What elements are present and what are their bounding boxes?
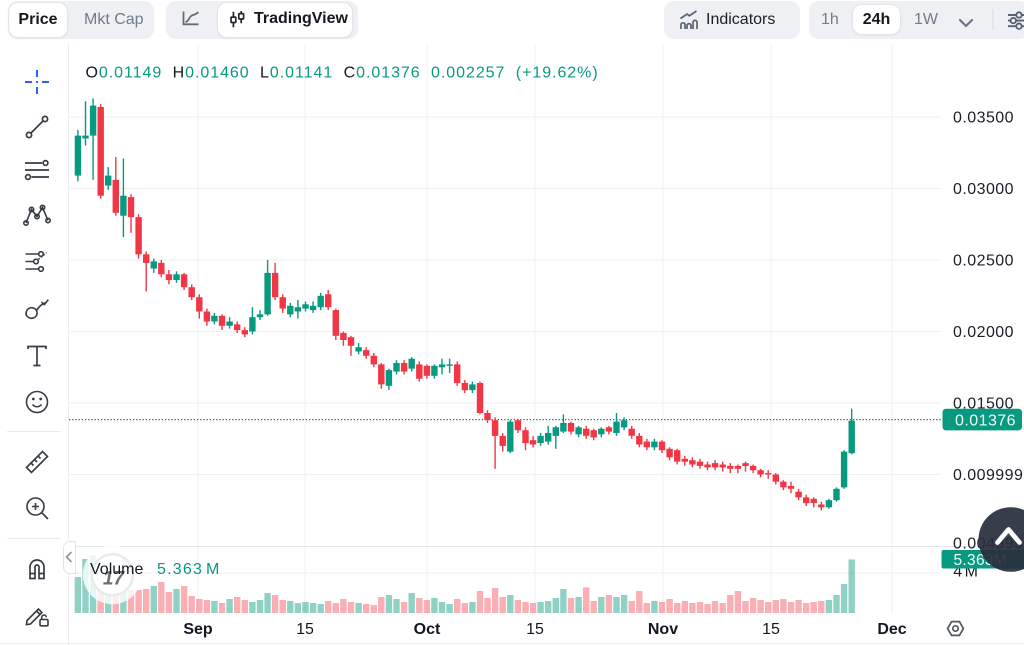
svg-text:15: 15	[762, 621, 780, 638]
svg-text:15: 15	[526, 621, 544, 638]
svg-text:17: 17	[103, 569, 126, 590]
svg-text:Oct: Oct	[414, 621, 441, 638]
svg-text:0.01376: 0.01376	[955, 413, 1016, 430]
svg-text:0.02000: 0.02000	[953, 324, 1014, 341]
svg-text:0.01500: 0.01500	[953, 396, 1014, 413]
svg-text:O0.01149 H0.01460 L0.01141 C0.: O0.01149 H0.01460 L0.01141 C0.01376 0.00…	[86, 65, 599, 82]
svg-text:0.02500: 0.02500	[953, 253, 1014, 270]
svg-text:0.03000: 0.03000	[953, 181, 1014, 198]
svg-text:15: 15	[296, 621, 314, 638]
svg-text:Volume: Volume	[90, 561, 143, 578]
svg-text:Dec: Dec	[877, 621, 906, 638]
svg-text:0.03500: 0.03500	[953, 110, 1014, 127]
svg-text:Nov: Nov	[648, 621, 678, 638]
svg-text:5.363M: 5.363M	[157, 561, 221, 578]
svg-text:Sep: Sep	[183, 621, 213, 638]
svg-text:0.009999: 0.009999	[953, 467, 1023, 484]
